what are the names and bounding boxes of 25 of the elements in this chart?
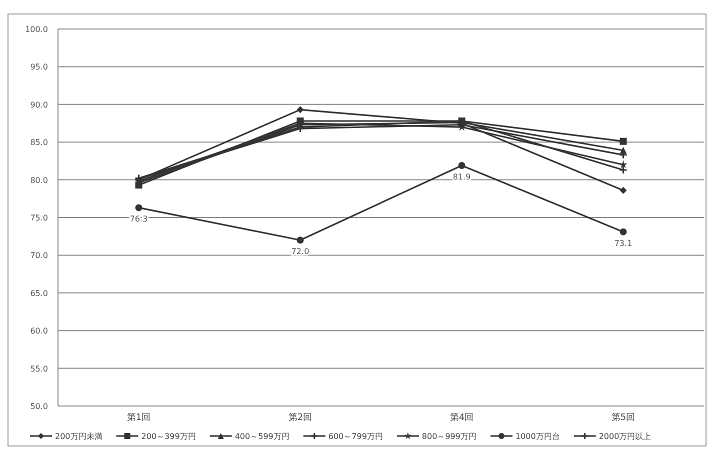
y-tick-label: 50.0 [30,402,48,411]
legend-label: 800～999万円 [422,432,476,441]
legend-label: 1000万円台 [515,432,560,441]
y-tick-label: 60.0 [30,326,48,336]
y-tick-label: 65.0 [30,288,48,298]
legend-label: 600～799万円 [328,432,383,441]
y-tick-label: 80.0 [30,176,48,185]
y-tick-label: 70.0 [30,251,48,260]
legend-label: 2000万円以上 [598,432,652,441]
x-tick-label: 第5回 [611,412,636,423]
y-tick-label: 95.0 [30,62,48,72]
data-label: 81.9 [452,172,471,182]
data-label: 73.1 [614,238,632,248]
data-label: 72.0 [291,247,310,256]
x-tick-label: 第2回 [288,412,312,423]
legend-label: 200万円未満 [55,432,102,441]
x-tick-label: 第4回 [450,412,474,423]
y-tick-label: 55.0 [30,364,48,374]
legend-label: 400～599万円 [234,432,290,441]
y-tick-label: 90.0 [30,100,48,110]
legend-label: 200～399万円 [141,432,196,441]
y-tick-label: 75.0 [30,214,48,222]
y-tick-label: 100.0 [25,25,48,34]
x-tick-label: 第1回 [126,412,151,423]
y-tick-label: 85.0 [30,138,48,148]
